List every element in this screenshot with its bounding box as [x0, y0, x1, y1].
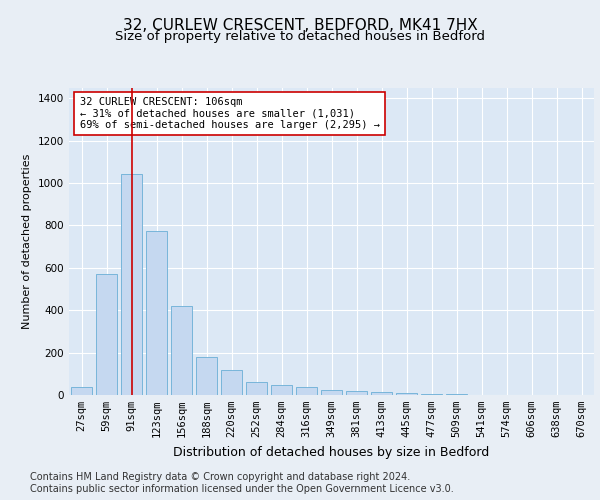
- Text: 32, CURLEW CRESCENT, BEDFORD, MK41 7HX: 32, CURLEW CRESCENT, BEDFORD, MK41 7HX: [122, 18, 478, 32]
- Bar: [321, 390, 342, 395]
- Bar: [121, 174, 142, 395]
- Bar: [271, 386, 292, 395]
- Bar: [346, 391, 367, 395]
- Bar: [371, 392, 392, 395]
- Y-axis label: Number of detached properties: Number of detached properties: [22, 154, 32, 329]
- Text: Contains public sector information licensed under the Open Government Licence v3: Contains public sector information licen…: [30, 484, 454, 494]
- Text: Size of property relative to detached houses in Bedford: Size of property relative to detached ho…: [115, 30, 485, 43]
- Bar: [196, 357, 217, 395]
- Bar: [446, 394, 467, 395]
- Text: Contains HM Land Registry data © Crown copyright and database right 2024.: Contains HM Land Registry data © Crown c…: [30, 472, 410, 482]
- Bar: [171, 306, 192, 395]
- Bar: [96, 274, 117, 395]
- Bar: [221, 370, 242, 395]
- X-axis label: Distribution of detached houses by size in Bedford: Distribution of detached houses by size …: [173, 446, 490, 458]
- Bar: [396, 393, 417, 395]
- Text: 32 CURLEW CRESCENT: 106sqm
← 31% of detached houses are smaller (1,031)
69% of s: 32 CURLEW CRESCENT: 106sqm ← 31% of deta…: [79, 96, 380, 130]
- Bar: [421, 394, 442, 395]
- Bar: [246, 382, 267, 395]
- Bar: [296, 386, 317, 395]
- Bar: [146, 230, 167, 395]
- Bar: [71, 386, 92, 395]
